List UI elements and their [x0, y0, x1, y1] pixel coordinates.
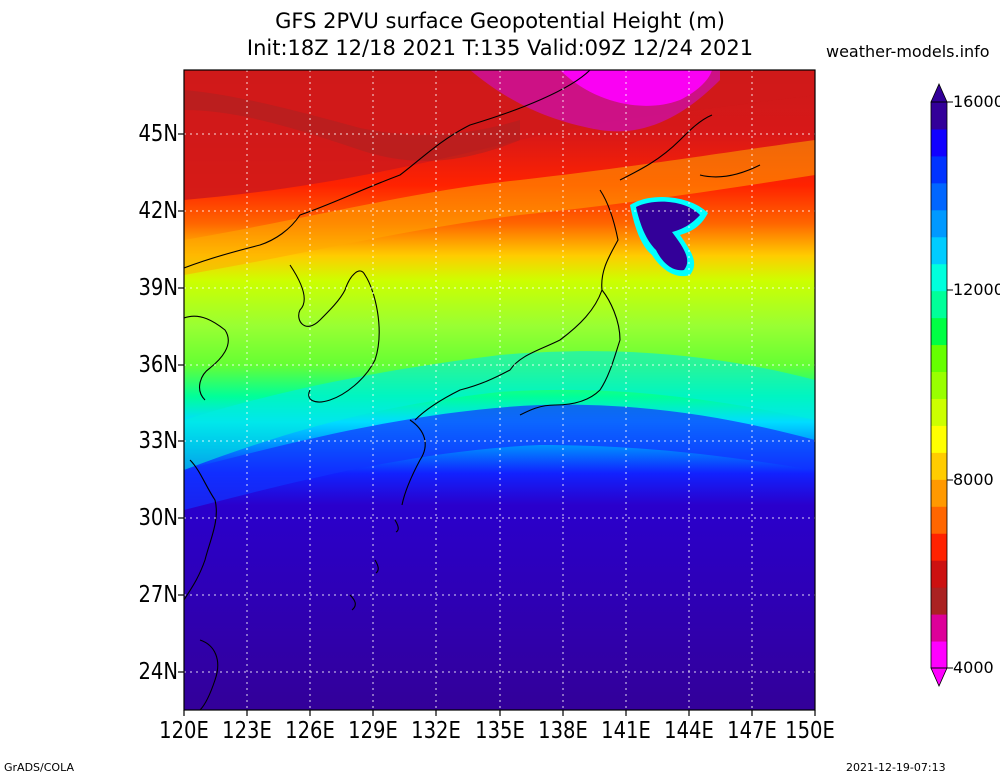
lon-label-135e: 135E: [475, 718, 525, 744]
colorbar-swatch: [931, 398, 947, 426]
colorbar-swatch: [931, 128, 947, 157]
lon-label-147e: 147E: [727, 718, 777, 744]
colorbar-swatch: [931, 236, 947, 265]
colorbar-label-4000: 4000: [953, 658, 994, 677]
colorbar-label-8000: 8000: [953, 470, 994, 489]
lon-label-141e: 141E: [601, 718, 651, 744]
colorbar-frame: [930, 101, 948, 669]
colorbar-swatch: [931, 506, 947, 534]
colorbar-swatch: [931, 155, 947, 184]
colorbar-swatch: [931, 344, 947, 373]
colorbar-swatch: [931, 479, 947, 507]
lon-label-144e: 144E: [664, 718, 714, 744]
chart-title: GFS 2PVU surface Geopotential Height (m): [275, 9, 725, 33]
map-gridlines: [184, 70, 815, 710]
lat-label-27n: 27N: [138, 582, 178, 608]
grads-credit: GrADS/COLA: [4, 761, 74, 774]
colorbar-swatch: [931, 317, 947, 346]
lon-label-120e: 120E: [159, 718, 209, 744]
colorbar-max-arrow: [930, 83, 948, 103]
lat-label-36n: 36N: [138, 352, 178, 378]
colorbar-swatch: [931, 425, 947, 453]
colorbar-swatch: [931, 209, 947, 238]
site-credit[interactable]: weather-models.info: [826, 42, 990, 61]
colorbar-swatch: [931, 182, 947, 211]
colorbar-swatch: [931, 533, 947, 561]
lat-label-39n: 39N: [138, 275, 178, 301]
colorbar-swatch: [931, 290, 947, 319]
colorbar-ticks: [947, 101, 953, 669]
colorbar-swatch: [931, 560, 947, 588]
lon-label-132e: 132E: [411, 718, 461, 744]
lon-label-129e: 129E: [348, 718, 398, 744]
render-timestamp: 2021-12-19-07:13: [846, 761, 946, 774]
lat-label-30n: 30N: [138, 505, 178, 531]
colorbar: [930, 83, 948, 687]
axis-ticks: [178, 133, 816, 716]
lon-label-138e: 138E: [538, 718, 588, 744]
lat-label-42n: 42N: [138, 198, 178, 224]
colorbar-swatch: [931, 587, 947, 615]
colorbar-label-12000: 12000: [953, 280, 1000, 299]
colorbar-min-arrow: [930, 667, 948, 687]
lon-label-123e: 123E: [222, 718, 272, 744]
colorbar-swatch: [931, 452, 947, 480]
colorbar-swatch: [931, 263, 947, 292]
lon-label-150e: 150E: [785, 718, 835, 744]
colorbar-label-16000: 16000: [953, 92, 1000, 111]
colorbar-swatch: [931, 102, 947, 130]
colorbar-swatch: [931, 641, 947, 669]
lat-label-24n: 24N: [138, 659, 178, 685]
lat-label-45n: 45N: [138, 121, 178, 147]
colorbar-swatch: [931, 614, 947, 642]
lat-label-33n: 33N: [138, 428, 178, 454]
chart-subtitle: Init:18Z 12/18 2021 T:135 Valid:09Z 12/2…: [246, 36, 754, 60]
coastlines: [184, 70, 761, 710]
lon-label-126e: 126E: [285, 718, 335, 744]
colorbar-swatch: [931, 371, 947, 399]
